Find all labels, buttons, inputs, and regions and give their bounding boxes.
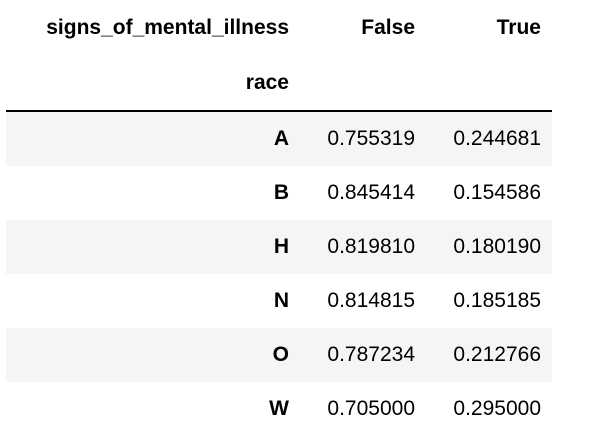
index-name-header: race [6,56,300,112]
header-row-columns: signs_of_mental_illness False True [6,0,552,56]
header-row-index: race [6,56,552,112]
cell-true: 0.185185 [453,289,541,312]
cell-false: 0.705000 [327,397,415,420]
table-row: H 0.819810 0.180190 [6,220,552,274]
table-row: O 0.787234 0.212766 [6,328,552,382]
column-header-true: True [496,16,541,39]
row-index: W [269,397,289,420]
table-body: A 0.755319 0.244681 B 0.845414 0.154586 … [6,111,552,436]
cell-true: 0.295000 [453,397,541,420]
cell-true: 0.212766 [453,343,541,366]
table-row: N 0.814815 0.185185 [6,274,552,328]
row-index: N [273,289,289,312]
cell-false: 0.814815 [327,289,415,312]
cell-true: 0.180190 [453,235,541,258]
columns-name-header: signs_of_mental_illness [46,16,289,39]
row-index: B [273,181,289,204]
cell-false: 0.845414 [327,181,415,204]
cell-false: 0.787234 [327,343,415,366]
cell-false: 0.819810 [327,235,415,258]
table-row: A 0.755319 0.244681 [6,111,552,166]
dataframe-table: signs_of_mental_illness False True race … [6,0,552,436]
cell-true: 0.154586 [453,181,541,204]
index-header-spacer [426,56,552,112]
cell-false: 0.755319 [327,127,415,150]
row-index: A [273,127,289,150]
row-index: H [273,235,289,258]
index-header-spacer [300,56,426,112]
row-index: O [272,343,289,366]
table-row: B 0.845414 0.154586 [6,166,552,220]
table-header: signs_of_mental_illness False True race [6,0,552,112]
cell-true: 0.244681 [453,127,541,150]
column-header-false: False [361,16,415,39]
dataframe-output: signs_of_mental_illness False True race … [6,0,552,436]
table-row: W 0.705000 0.295000 [6,382,552,436]
